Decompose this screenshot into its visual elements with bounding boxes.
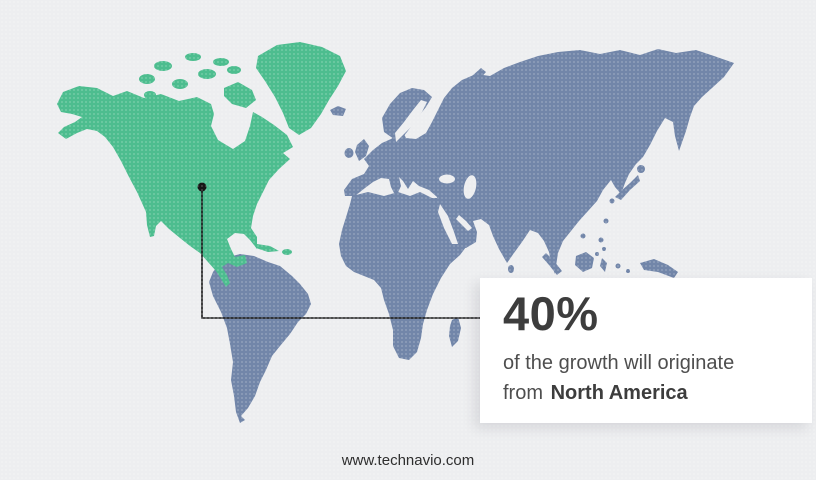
landmass-borneo	[575, 252, 594, 272]
landmass-scandinavia	[382, 88, 432, 139]
landmass-ireland	[344, 148, 354, 158]
stat-callout-card: 40% of the growth will originate from Nor…	[480, 278, 812, 423]
landmass-hispaniola	[282, 249, 292, 255]
landmass-hokkaido	[637, 165, 645, 173]
landmass-philippines-1	[598, 237, 604, 243]
website-url: www.technavio.com	[341, 452, 475, 469]
landmass-britain	[355, 139, 369, 161]
landmass-new-guinea	[640, 259, 678, 278]
landmass-hainan	[580, 233, 586, 239]
arctic-island	[213, 58, 229, 66]
landmass-baffin-island	[224, 82, 256, 108]
landmass-madagascar	[449, 317, 461, 347]
arctic-island	[198, 69, 216, 79]
landmass-timor	[615, 263, 621, 269]
landmass-island	[626, 269, 630, 273]
arctic-island	[154, 61, 172, 71]
description-prefix: from	[503, 381, 543, 404]
landmass-philippines-2	[602, 247, 606, 251]
arctic-island	[172, 79, 188, 89]
stat-description: of the growth will originate from North A…	[503, 348, 796, 408]
landmass-taiwan	[603, 218, 609, 224]
landmass-novaya-zemlya	[465, 68, 486, 92]
region-name: North America	[550, 381, 688, 404]
landmass-cuba	[256, 244, 279, 252]
arctic-island	[227, 66, 241, 74]
arctic-island	[144, 91, 156, 99]
connector-line	[201, 190, 486, 319]
baltic-sea	[395, 100, 427, 142]
landmass-south-america	[209, 254, 311, 423]
marker-dot	[197, 182, 207, 192]
arctic-island	[139, 74, 155, 84]
landmass-sumatra	[542, 253, 562, 275]
landmass-philippines-3	[595, 252, 599, 256]
landmass-iceland	[330, 106, 346, 116]
landmass-kyushu	[609, 198, 615, 204]
arctic-island	[185, 53, 201, 61]
landmass-sri-lanka	[508, 265, 514, 273]
red-sea	[438, 204, 458, 244]
inland-seas	[395, 100, 477, 244]
landmass-japan	[615, 175, 640, 200]
black-sea	[439, 174, 455, 184]
landmass-africa	[339, 192, 466, 360]
landmass-sulawesi	[600, 258, 607, 272]
stat-value: 40%	[503, 287, 599, 340]
region-north-america	[57, 42, 346, 287]
persian-gulf	[456, 215, 472, 231]
landmass-greenland	[256, 42, 346, 135]
landmass-north-america-mainland	[57, 86, 293, 287]
landmass-sakhalin	[637, 128, 645, 158]
description-line1: of the growth will originate	[503, 351, 735, 374]
caspian-sea	[463, 175, 477, 199]
